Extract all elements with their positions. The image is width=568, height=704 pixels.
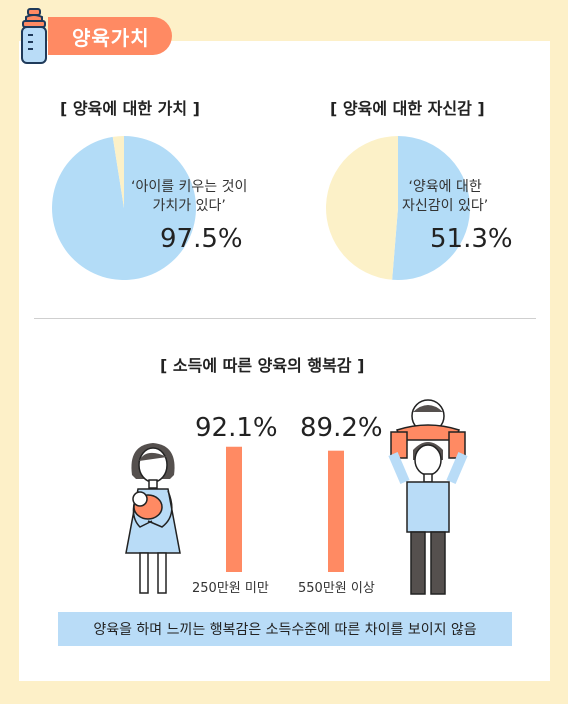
pie-chart-parenting-value: [51, 136, 196, 280]
bar-value-label-1: 89.2%: [300, 413, 383, 443]
pie-chart-parenting-confidence: [325, 136, 470, 280]
pie1-annotation: ‘아이를 키우는 것이 가치가 있다’: [131, 179, 248, 214]
baby-bottle-icon: [21, 8, 47, 64]
pie2-value-label: 51.3%: [430, 224, 513, 254]
section-title-tag: 양육가치: [48, 17, 172, 55]
pie1-title: [ 양육에 대한 가치 ]: [60, 99, 200, 118]
pie2-slice-1: [325, 136, 398, 280]
section-title: 양육가치: [72, 25, 150, 50]
pie2-slice-0: [392, 136, 470, 280]
pie2-title: [ 양육에 대한 자신감 ]: [330, 99, 485, 118]
summary-note: 양육을 하며 느끼는 행복감은 소득수준에 따른 차이를 보이지 않음: [58, 612, 512, 646]
divider: [34, 318, 536, 319]
pie1-slice-1: [112, 136, 124, 208]
mother-holding-baby-illustration: [125, 443, 181, 594]
bar-category-label-1: 550만원 이상: [298, 581, 375, 596]
bar-0: [226, 446, 242, 572]
bar-value-label-0: 92.1%: [195, 413, 278, 443]
bar-category-label-0: 250만원 미만: [192, 581, 269, 596]
bar-1: [328, 450, 344, 572]
bar-chart-title: [ 소득에 따른 양육의 행복감 ]: [160, 356, 365, 375]
pie1-slice-0: [51, 136, 196, 280]
pie1-value-label: 97.5%: [160, 224, 243, 254]
father-carrying-child-illustration: [388, 399, 468, 595]
pie2-annotation: ‘양육에 대한 자신감이 있다’: [402, 179, 489, 214]
